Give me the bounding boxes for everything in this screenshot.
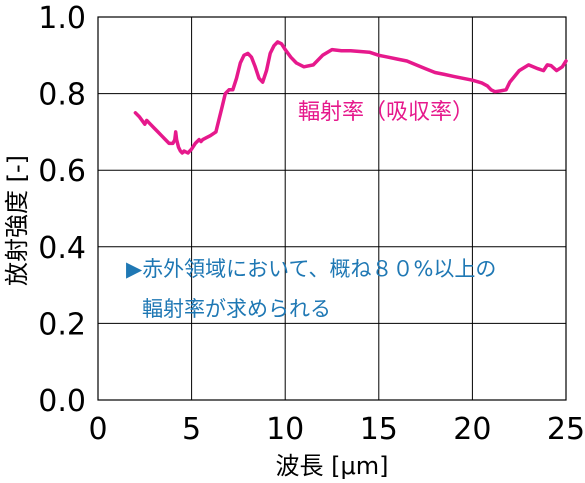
x-tick-label: 5 <box>182 412 201 447</box>
x-tick-label: 20 <box>453 412 491 447</box>
annotation-line-2: 輻射率が求められる <box>142 297 331 321</box>
y-tick-label: 0.8 <box>38 78 86 113</box>
plot-frame <box>97 16 567 401</box>
chart-ticks: 0 5 10 15 20 25 0.0 0.2 0.4 0.6 0.8 1.0 <box>38 1 585 447</box>
x-tick-label: 15 <box>360 412 398 447</box>
x-tick-label: 10 <box>266 412 304 447</box>
chart-grid <box>97 16 567 401</box>
series-label-emissivity: 輻射率（吸収率） <box>298 100 474 125</box>
x-tick-label: 0 <box>88 412 107 447</box>
y-tick-label: 0.0 <box>38 384 86 419</box>
series-line-emissivity <box>133 40 568 155</box>
x-axis-label: 波長 [μm] <box>275 452 388 480</box>
x-tick-label: 25 <box>547 412 585 447</box>
y-tick-label: 0.6 <box>38 154 86 189</box>
y-tick-label: 0.2 <box>38 307 86 342</box>
y-tick-label: 0.4 <box>38 231 86 266</box>
y-axis-label: 放射強度 [-] <box>3 155 31 286</box>
y-tick-label: 1.0 <box>38 1 86 36</box>
chart-series <box>133 40 568 155</box>
annotation-line-1: ▶赤外領域において、概ね８０%以上の <box>126 257 496 281</box>
